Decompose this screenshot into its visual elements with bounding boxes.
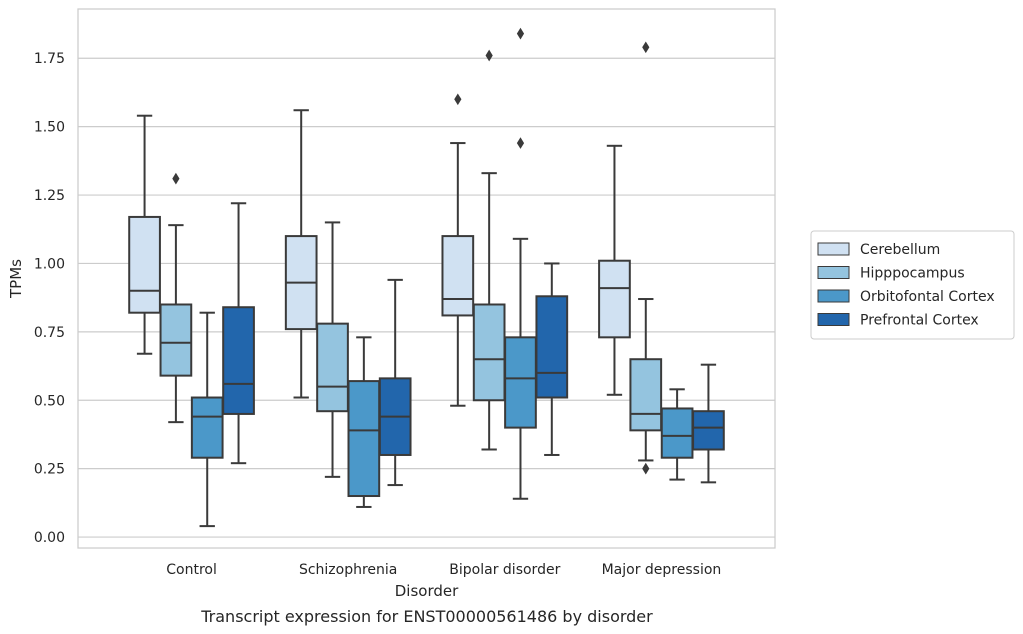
box-iqr: [128, 215, 161, 314]
x-axis-label: Disorder: [395, 582, 459, 600]
box-iqr: [316, 322, 349, 413]
y-tick-label: 1.50: [34, 120, 65, 136]
box-iqr: [598, 259, 631, 339]
series-0: [128, 93, 631, 407]
outlier-point: [516, 27, 525, 40]
figure-caption: Transcript expression for ENST0000056148…: [200, 607, 653, 626]
box: [660, 388, 694, 481]
box: [535, 262, 569, 456]
outlier-point: [454, 93, 462, 106]
box: [347, 336, 381, 508]
box-iqr: [629, 358, 663, 432]
legend-swatch: [817, 289, 850, 303]
box: [284, 109, 318, 399]
box-iqr: [441, 235, 475, 317]
box-iqr: [190, 396, 224, 459]
box-plot-series: [128, 27, 725, 528]
box: [190, 311, 224, 528]
box: [441, 93, 475, 407]
box: [472, 49, 506, 451]
legend-swatch: [817, 266, 850, 279]
box-iqr: [159, 303, 193, 377]
box-iqr: [660, 407, 694, 459]
box-iqr: [504, 336, 537, 429]
box: [159, 172, 193, 424]
x-tick-label: Major depression: [602, 562, 722, 578]
box: [316, 221, 349, 478]
box-iqr: [535, 295, 569, 399]
y-axis-ticks: 0.00 0.25 0.50 0.75 1.00 1.25 1.50 1.75: [34, 51, 65, 546]
box-iqr: [472, 303, 506, 402]
x-tick-label: Bipolar disorder: [449, 562, 560, 578]
x-tick-label: Control: [166, 562, 217, 578]
box-iqr: [222, 306, 255, 415]
plot-frame: [77, 8, 776, 549]
box: [692, 363, 725, 484]
box-iqr: [347, 380, 381, 498]
series-1: [159, 41, 663, 478]
legend-label: Orbitofontal Cortex: [860, 289, 995, 305]
legend-swatch: [817, 313, 850, 326]
box: [222, 202, 255, 465]
series-3: [222, 202, 725, 487]
legend: Cerebellum Hipppocampus Orbitofontal Corte…: [810, 230, 1015, 340]
y-tick-label: 1.00: [34, 256, 65, 272]
x-tick-label: Schizophrenia: [299, 562, 397, 578]
x-axis-ticks: Control Schizophrenia Bipolar disorder Majo…: [166, 562, 721, 578]
outlier-point: [642, 462, 650, 475]
outlier-point: [642, 41, 650, 54]
y-tick-label: 0.75: [34, 325, 65, 341]
y-tick-label: 1.25: [34, 188, 65, 204]
grid-lines: [78, 57, 775, 538]
y-tick-label: 0.25: [34, 462, 65, 478]
legend-label: Hipppocampus: [860, 266, 965, 282]
y-axis-label: TPMs: [7, 259, 25, 299]
outlier-point: [485, 49, 493, 62]
box: [598, 144, 631, 396]
box: [128, 114, 161, 355]
legend-label: Prefrontal Cortex: [860, 313, 979, 329]
legend-swatch: [817, 242, 850, 256]
legend-label: Cerebellum: [860, 242, 940, 258]
legend-frame: [810, 230, 1015, 340]
box-iqr: [692, 410, 725, 451]
outlier-point: [516, 137, 525, 149]
box: [629, 41, 663, 475]
box: [378, 278, 412, 487]
y-tick-label: 0.00: [34, 530, 65, 546]
y-tick-label: 0.50: [34, 393, 65, 409]
y-tick-label: 1.75: [34, 51, 65, 67]
outlier-point: [172, 172, 180, 185]
